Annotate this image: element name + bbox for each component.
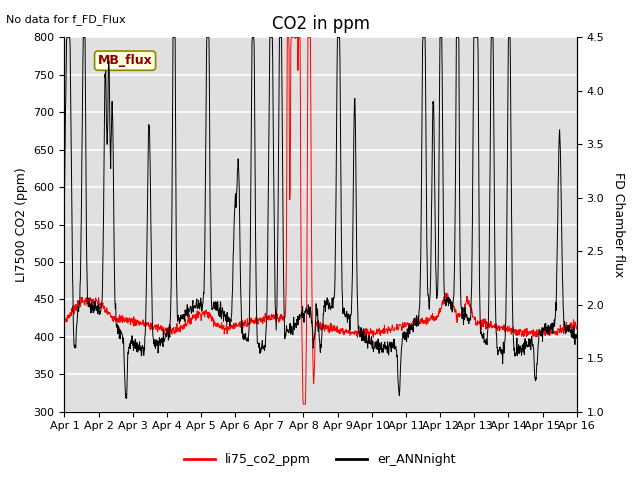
Y-axis label: FD Chamber flux: FD Chamber flux (612, 172, 625, 277)
Text: No data for f_FD_Flux: No data for f_FD_Flux (6, 14, 126, 25)
Text: MB_flux: MB_flux (98, 54, 152, 67)
Y-axis label: LI7500 CO2 (ppm): LI7500 CO2 (ppm) (15, 167, 28, 282)
Title: CO2 in ppm: CO2 in ppm (271, 15, 369, 33)
Legend: li75_co2_ppm, er_ANNnight: li75_co2_ppm, er_ANNnight (179, 448, 461, 471)
